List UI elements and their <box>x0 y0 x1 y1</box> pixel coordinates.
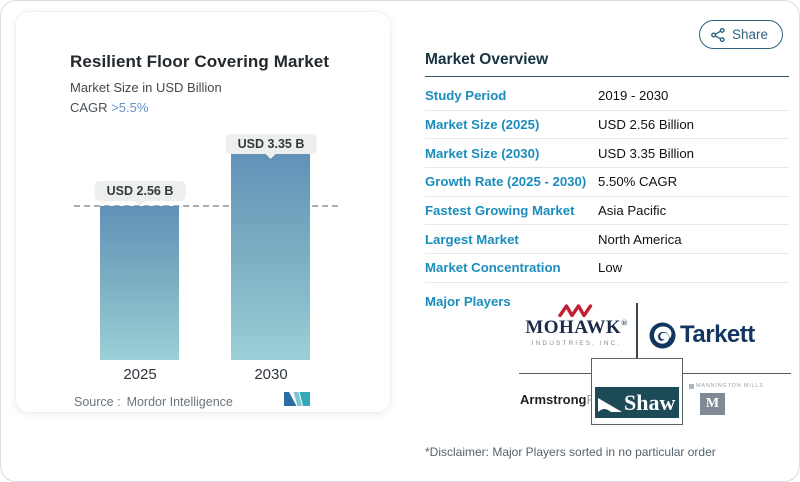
cagr-label: CAGR <box>70 100 108 115</box>
row-value: North America <box>598 231 682 247</box>
table-row-market-size-2030: Market Size (2030) USD 3.35 Billion <box>425 139 789 169</box>
major-players-label: Major Players <box>425 294 511 309</box>
table-row-growth-rate: Growth Rate (2025 - 2030) 5.50% CAGR <box>425 168 789 197</box>
bar-value-label-2025: USD 2.56 B <box>94 181 186 201</box>
row-value: Asia Pacific <box>598 203 667 219</box>
chart-subtitle: Market Size in USD Billion <box>70 80 222 95</box>
tarkett-wordmark: Tarkett <box>680 321 755 348</box>
mannington-caption: MANNINGTON MILLS <box>689 383 781 389</box>
mannington-mills-logo: MANNINGTON MILLS M <box>689 383 781 415</box>
tarkett-logo: Tarkett <box>649 321 755 349</box>
bar-2030 <box>231 154 310 360</box>
armstrong-wordmark: Armstrong <box>520 392 587 407</box>
mohawk-logo: MOHAWK® INDUSTRIES, INC. <box>524 304 629 347</box>
source-value: Mordor Intelligence <box>126 395 233 409</box>
row-value: Low <box>598 260 623 276</box>
chart-card: Resilient Floor Covering Market Market S… <box>15 11 391 413</box>
disclaimer-text: *Disclaimer: Major Players sorted in no … <box>425 445 716 459</box>
row-value: USD 2.56 Billion <box>598 117 695 133</box>
mohawk-subtext: INDUSTRIES, INC. <box>531 340 622 347</box>
shaw-wordmark: Shaw <box>624 389 676 415</box>
logo-vertical-divider <box>636 303 638 373</box>
mohawk-wordmark: MOHAWK® <box>525 317 628 338</box>
source-attribution: Source : Mordor Intelligence <box>74 395 233 409</box>
row-value: USD 3.35 Billion <box>598 145 695 161</box>
share-icon <box>711 27 725 42</box>
reference-dashed-line <box>74 205 338 207</box>
shaw-swoosh-icon <box>598 397 622 412</box>
table-row-market-concentration: Market Concentration Low <box>425 254 789 283</box>
bar-2025 <box>100 206 179 360</box>
row-label: Market Size (2030) <box>425 145 540 161</box>
overview-table: Study Period 2019 - 2030 Market Size (20… <box>425 82 789 283</box>
row-label: Market Concentration <box>425 260 561 276</box>
row-label: Fastest Growing Market <box>425 203 575 219</box>
mordor-intelligence-logo-icon <box>284 392 310 406</box>
shaw-logo: Shaw <box>591 358 683 425</box>
mohawk-zigzag-icon <box>557 304 592 317</box>
table-row-largest-market: Largest Market North America <box>425 225 789 255</box>
overview-heading: Market Overview <box>425 51 789 77</box>
x-axis-label-2025: 2025 <box>123 366 157 383</box>
share-button[interactable]: Share <box>699 20 784 49</box>
major-players-logos: MOHAWK® INDUSTRIES, INC. Tarkett Armstro… <box>506 301 791 437</box>
x-axis-label-2030: 2030 <box>254 366 288 383</box>
table-row-study-period: Study Period 2019 - 2030 <box>425 82 789 111</box>
mannington-monogram: M <box>700 393 725 415</box>
row-label: Growth Rate (2025 - 2030) <box>425 174 587 190</box>
row-label: Largest Market <box>425 231 519 247</box>
table-row-fastest-growing-market: Fastest Growing Market Asia Pacific <box>425 197 789 226</box>
row-label: Market Size (2025) <box>425 117 540 133</box>
bar-value-label-2030: USD 3.35 B <box>225 134 317 154</box>
source-label: Source : <box>74 395 121 409</box>
table-row-market-size-2025: Market Size (2025) USD 2.56 Billion <box>425 111 789 140</box>
cagr-value: >5.5% <box>111 100 149 115</box>
share-label: Share <box>732 27 769 42</box>
chart-title: Resilient Floor Covering Market <box>70 52 330 71</box>
chart-cagr: CAGR >5.5% <box>70 100 148 115</box>
tarkett-swirl-icon <box>649 322 676 348</box>
shaw-mark: Shaw <box>595 387 679 418</box>
row-value: 5.50% CAGR <box>598 174 678 190</box>
row-label: Study Period <box>425 88 507 104</box>
row-value: 2019 - 2030 <box>598 88 669 104</box>
